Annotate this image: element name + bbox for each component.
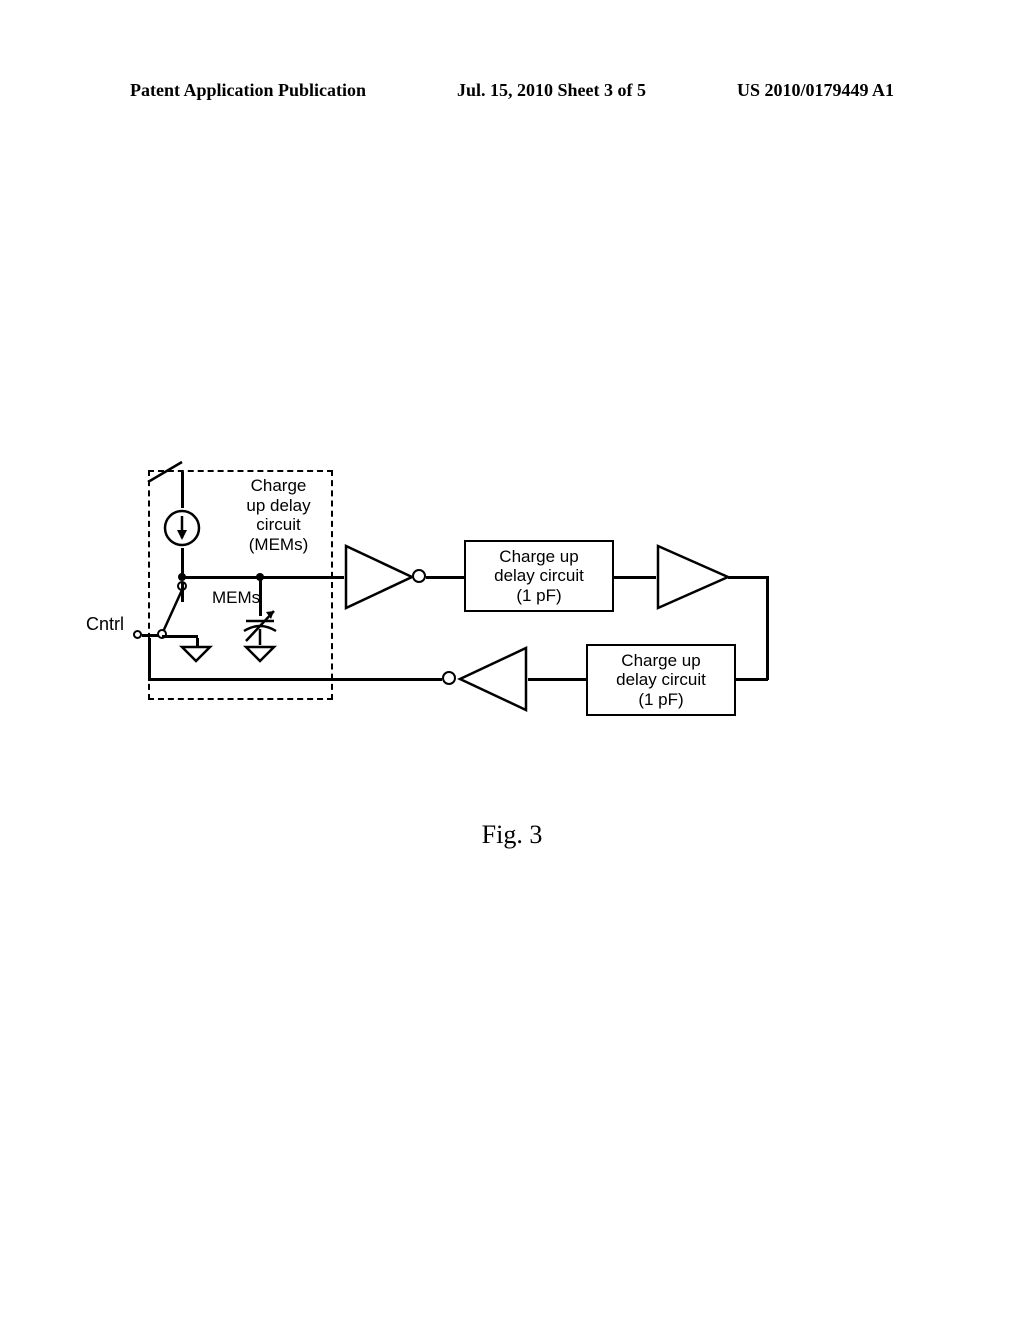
circuit-diagram: Charge up delay circuit (MEMs) MEMs Cntr… <box>118 470 918 770</box>
wire <box>162 635 198 638</box>
wire <box>528 678 586 681</box>
mems-block-l2: up delay <box>231 496 326 516</box>
wire <box>614 576 656 579</box>
delay-block-top: Charge up delay circuit (1 pF) <box>464 540 614 612</box>
cntrl-terminal <box>133 630 142 639</box>
figure-caption: Fig. 3 <box>0 820 1024 850</box>
inverter-icon <box>344 544 422 610</box>
delay-block-bottom-l3: (1 pF) <box>588 690 734 710</box>
cntrl-label: Cntrl <box>86 614 124 635</box>
ground-icon <box>180 645 212 665</box>
delay-block-bottom: Charge up delay circuit (1 pF) <box>586 644 736 716</box>
delay-block-top-l3: (1 pF) <box>466 586 612 606</box>
mems-block-l4: (MEMs) <box>231 535 326 555</box>
inverter-bubble-icon <box>412 569 426 583</box>
mems-block-label: Charge up delay circuit (MEMs) <box>231 476 326 554</box>
mems-cap-label: MEMs <box>212 588 260 608</box>
delay-block-bottom-l1: Charge up <box>588 651 734 671</box>
ground-icon <box>244 645 276 665</box>
wire <box>148 678 442 681</box>
page-header: Patent Application Publication Jul. 15, … <box>0 80 1024 101</box>
spst-switch-icon <box>158 578 198 638</box>
wire <box>736 678 768 681</box>
inverter-left-icon <box>450 646 528 712</box>
wire <box>426 576 464 579</box>
inverter-bubble-icon <box>442 671 456 685</box>
current-source-icon <box>162 508 202 548</box>
header-mid: Jul. 15, 2010 Sheet 3 of 5 <box>457 80 646 101</box>
mems-block-l1: Charge <box>231 476 326 496</box>
wire <box>766 576 769 680</box>
delay-block-bottom-l2: delay circuit <box>588 670 734 690</box>
wire <box>728 576 768 579</box>
header-left: Patent Application Publication <box>130 80 366 101</box>
buffer-icon <box>656 544 734 610</box>
top-switch-icon <box>146 460 186 486</box>
wire <box>148 638 151 680</box>
header-right: US 2010/0179449 A1 <box>737 80 894 101</box>
delay-block-top-l1: Charge up <box>466 547 612 567</box>
wire <box>181 582 184 602</box>
delay-block-top-l2: delay circuit <box>466 566 612 586</box>
mems-block-l3: circuit <box>231 515 326 535</box>
